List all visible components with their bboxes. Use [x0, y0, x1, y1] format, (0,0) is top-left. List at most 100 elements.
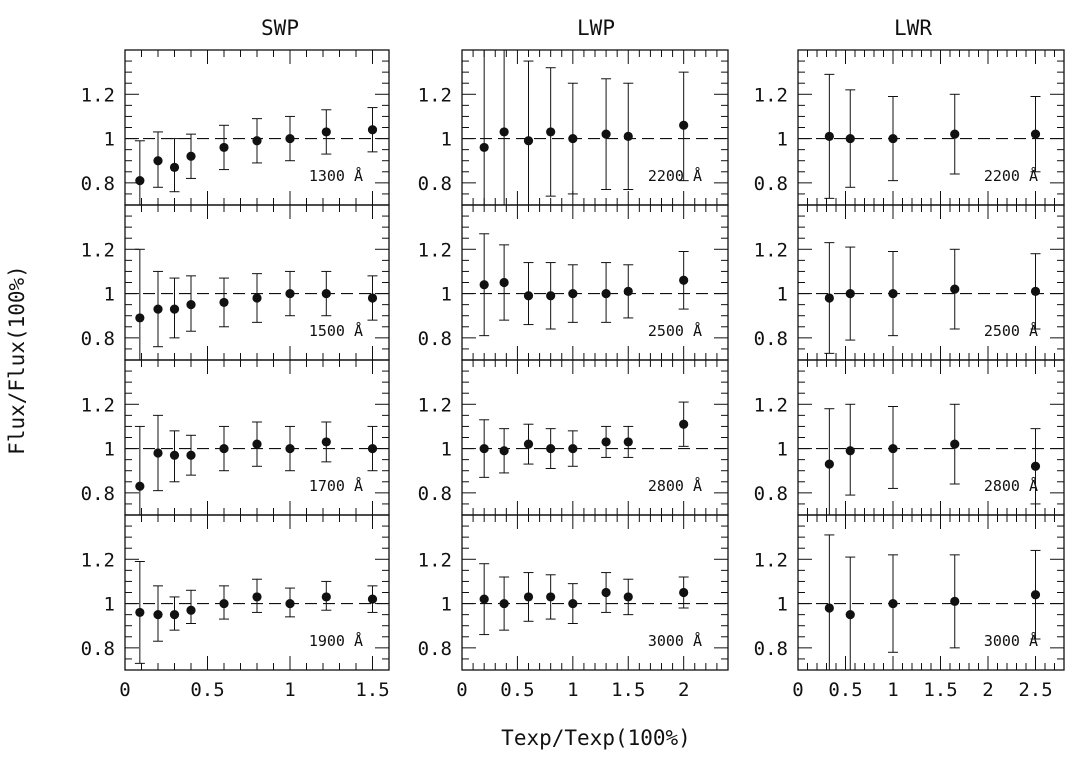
data-point	[186, 151, 196, 161]
data-point	[169, 162, 180, 172]
data-point	[601, 587, 611, 598]
panel-swp-1: 0.8 1 1.2 1500 Å	[81, 204, 390, 361]
y-tick-label: 0.8	[81, 173, 115, 195]
data-point	[169, 610, 180, 620]
panel-swp-2: 0.8 1 1.2 1700 Å	[81, 359, 390, 516]
data-point	[1030, 461, 1041, 471]
data-point	[321, 288, 331, 299]
data-point	[219, 297, 229, 308]
data-point	[252, 136, 262, 146]
y-tick-label: 0.8	[754, 173, 788, 195]
data-point	[153, 304, 163, 314]
data-point	[601, 288, 611, 299]
y-tick-label: 1	[104, 594, 115, 616]
x-tick-label: 0.5	[500, 679, 534, 701]
x-tick-label: 1	[567, 679, 578, 701]
data-points	[824, 534, 1041, 670]
data-points	[479, 401, 689, 478]
y-tick-label: 1	[777, 284, 788, 306]
x-axis-title: Texp/Texp(100%)	[501, 726, 691, 750]
data-point	[888, 288, 898, 299]
data-point	[888, 443, 898, 454]
y-tick-label: 1.2	[754, 549, 788, 571]
wavelength-label: 1300 Å	[309, 166, 363, 185]
x-tick-label: 0	[792, 679, 803, 701]
y-tick-label: 1	[777, 129, 788, 151]
data-point	[479, 594, 489, 604]
data-point	[623, 437, 633, 447]
data-point	[546, 443, 556, 454]
data-point	[568, 443, 578, 454]
data-points	[134, 107, 378, 205]
data-point	[546, 291, 556, 301]
data-point	[523, 439, 534, 449]
data-point	[845, 610, 855, 620]
data-point	[601, 437, 611, 447]
data-point	[285, 443, 295, 454]
y-tick-label: 0.8	[418, 483, 452, 505]
y-tick-label: 1.2	[418, 84, 452, 106]
data-point	[367, 125, 378, 135]
data-point	[824, 131, 834, 141]
y-tick-label: 1.2	[418, 239, 452, 261]
y-tick-label: 0.8	[418, 328, 452, 350]
data-points	[479, 563, 689, 636]
y-tick-label: 1	[441, 439, 452, 461]
data-point	[523, 136, 534, 146]
data-point	[1030, 590, 1041, 600]
data-point	[367, 443, 378, 454]
data-point	[568, 288, 578, 299]
wavelength-label: 2500 Å	[984, 321, 1038, 340]
data-point	[950, 284, 960, 294]
data-point	[824, 459, 834, 469]
wavelength-label: 2500 Å	[648, 321, 702, 340]
y-tick-label: 1.2	[81, 84, 115, 106]
data-point	[153, 610, 163, 620]
data-point	[679, 419, 689, 429]
data-point	[950, 129, 960, 139]
data-point	[186, 450, 196, 460]
wavelength-label: 1700 Å	[309, 476, 363, 495]
panel-lwp-3: 0.8 1 1.2 0 0.5 1 1.5 2 3000 Å	[418, 514, 729, 701]
y-tick-label: 1.2	[418, 394, 452, 416]
y-tick-label: 1.2	[81, 549, 115, 571]
y-tick-label: 1	[104, 439, 115, 461]
data-point	[169, 304, 180, 314]
data-points	[824, 403, 1041, 515]
data-point	[252, 592, 262, 602]
data-point	[623, 592, 633, 602]
data-point	[679, 120, 689, 130]
data-point	[153, 448, 163, 458]
data-point	[135, 313, 145, 323]
data-points	[824, 73, 1041, 199]
data-point	[523, 291, 534, 301]
x-tick-label: 2	[982, 679, 993, 701]
wavelength-label: 3000 Å	[984, 631, 1038, 650]
data-point	[285, 288, 295, 299]
x-tick-label: 1.5	[611, 679, 645, 701]
panel-swp-3: 0.8 1 1.2 0 0.5 1 1.5 1900 Å	[81, 514, 390, 701]
data-point	[679, 587, 689, 598]
y-tick-label: 0.8	[754, 638, 788, 660]
data-point	[219, 142, 229, 153]
y-tick-label: 1	[104, 129, 115, 151]
wavelength-label: 2800 Å	[648, 476, 702, 495]
data-points	[824, 242, 1041, 354]
y-tick-label: 1	[441, 594, 452, 616]
x-tick-label: 1.5	[923, 679, 957, 701]
data-point	[367, 594, 378, 604]
y-tick-label: 1	[104, 284, 115, 306]
data-point	[499, 127, 509, 137]
column-title-swp: SWP	[261, 16, 299, 40]
y-tick-label: 1.2	[754, 394, 788, 416]
data-points	[479, 233, 689, 337]
y-tick-label: 0.8	[81, 483, 115, 505]
data-point	[824, 293, 834, 303]
data-point	[219, 598, 229, 609]
data-point	[845, 288, 855, 299]
panel-lwp-0: 0.8 1 1.2 2200 Å	[418, 49, 729, 206]
data-point	[135, 607, 145, 618]
data-point	[321, 437, 331, 447]
data-point	[169, 450, 180, 460]
